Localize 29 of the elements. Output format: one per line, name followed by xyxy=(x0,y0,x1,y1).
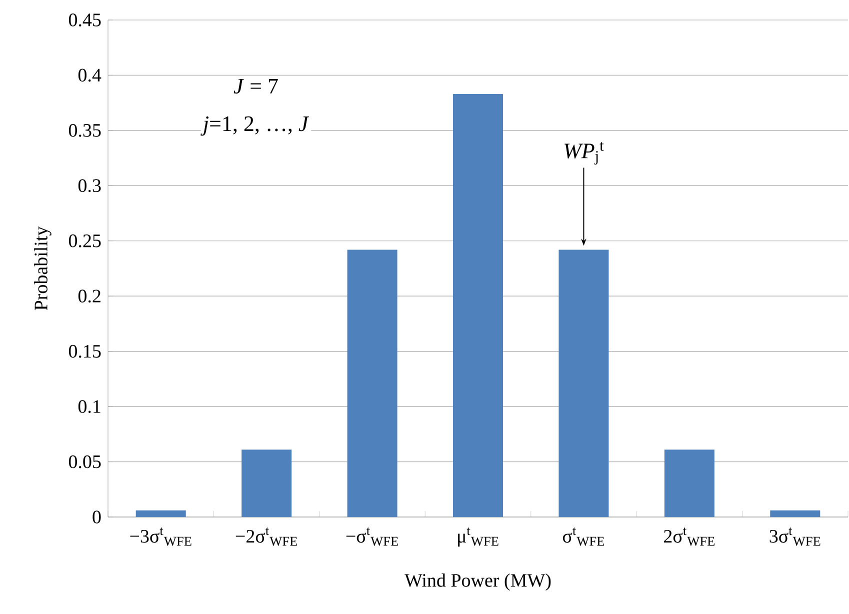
y-axis-title: Probability xyxy=(34,226,52,310)
y-tick-label: 0.3 xyxy=(78,179,101,192)
y-tick-label: 0.15 xyxy=(68,344,101,358)
x-tick-label: −σ$^{t}$WFE xyxy=(346,528,398,546)
x-tick-label: 3σ$^{t}$WFE xyxy=(770,528,820,546)
x-tick-label: μ$^{t}$WFE xyxy=(458,528,498,547)
y-tick-label: 0.35 xyxy=(68,124,101,137)
y-tick-label: 0.2 xyxy=(78,290,100,303)
bar xyxy=(558,250,609,517)
annotation: j=1, 2, …, J xyxy=(200,116,310,136)
y-tick-label: 0.45 xyxy=(68,14,101,26)
x-tick-label: −3σ$^{t}$WFE xyxy=(130,528,192,546)
annotation: WP$_{j}$t xyxy=(564,142,604,165)
annotation: J = 7 xyxy=(234,78,278,94)
y-tick-label: 0.05 xyxy=(68,455,101,468)
bar xyxy=(664,450,714,517)
y-tick-label: 0.1 xyxy=(78,400,100,414)
y-tick-label: 0 xyxy=(92,510,101,524)
x-tick-label: 2σ$^{t}$WFE xyxy=(664,528,715,546)
bar xyxy=(347,250,398,517)
bar xyxy=(242,450,292,517)
x-axis-title: Wind Power (MW) xyxy=(404,573,551,591)
bar xyxy=(453,94,504,517)
y-tick-label: 0.4 xyxy=(78,68,102,82)
x-tick-label: −2σ$^{t}$WFE xyxy=(236,528,298,546)
bar xyxy=(136,510,186,517)
y-tick-label: 0.25 xyxy=(68,234,101,248)
bar xyxy=(770,510,820,517)
x-tick-label: σ$^{t}$WFE xyxy=(562,528,604,546)
